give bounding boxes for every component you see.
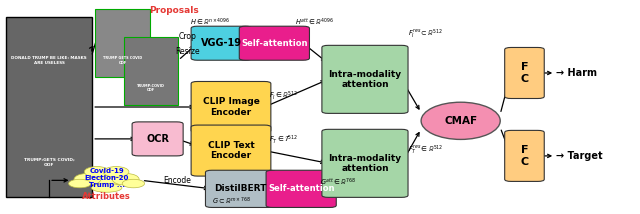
Ellipse shape — [421, 102, 500, 140]
Text: → Harm: → Harm — [556, 68, 597, 78]
Text: DONALD TRUMP BE LIKE: MASKS
ARE USELESS: DONALD TRUMP BE LIKE: MASKS ARE USELESS — [12, 56, 87, 65]
Text: Resize: Resize — [175, 47, 200, 56]
Text: $G \subset \mathbb{R}^{m\times768}$: $G \subset \mathbb{R}^{m\times768}$ — [212, 196, 251, 207]
Text: $F_T \in \mathcal{T}^{512}$: $F_T \in \mathcal{T}^{512}$ — [269, 133, 298, 146]
Text: $H \in \mathbb{R}^{n\times4096}$: $H \in \mathbb{R}^{n\times4096}$ — [189, 16, 230, 28]
FancyBboxPatch shape — [239, 26, 310, 60]
Text: → Target: → Target — [556, 151, 603, 161]
FancyBboxPatch shape — [95, 9, 150, 77]
Text: Proposals: Proposals — [148, 6, 198, 15]
Text: OCR: OCR — [146, 134, 169, 144]
Ellipse shape — [112, 173, 139, 185]
FancyBboxPatch shape — [205, 170, 276, 207]
FancyBboxPatch shape — [132, 122, 183, 156]
Text: $G^{att} \in \mathbb{R}^{768}$: $G^{att} \in \mathbb{R}^{768}$ — [320, 176, 356, 187]
Text: Self-attention: Self-attention — [268, 184, 335, 193]
FancyBboxPatch shape — [191, 125, 271, 176]
Text: Attributes: Attributes — [82, 192, 131, 201]
Ellipse shape — [68, 179, 91, 188]
FancyBboxPatch shape — [6, 17, 92, 197]
Text: CLIP Text
Encoder: CLIP Text Encoder — [207, 141, 254, 160]
Text: TRUMP GETS COVID
OOF: TRUMP GETS COVID OOF — [103, 56, 142, 65]
Ellipse shape — [88, 170, 125, 186]
FancyBboxPatch shape — [322, 129, 408, 197]
Text: Intra-modality
attention: Intra-modality attention — [328, 70, 401, 89]
Ellipse shape — [92, 183, 122, 192]
Text: Self-attention: Self-attention — [241, 39, 308, 48]
Text: VGG-19: VGG-19 — [201, 38, 242, 48]
Text: F
C: F C — [520, 145, 529, 167]
Text: F
C: F C — [520, 62, 529, 84]
Text: Covid-19
Election-20
Trump ...: Covid-19 Election-20 Trump ... — [84, 168, 129, 188]
Text: $H^{att} \in \mathbb{R}^{4096}$: $H^{att} \in \mathbb{R}^{4096}$ — [295, 16, 334, 27]
Text: TRUMP:GETS COVID;
OOF: TRUMP:GETS COVID; OOF — [24, 158, 74, 166]
FancyBboxPatch shape — [505, 130, 544, 181]
Text: CMAF: CMAF — [444, 116, 477, 126]
Text: TRUMP:COVID
OOF: TRUMP:COVID OOF — [138, 83, 165, 92]
Text: $F_I \in \mathbb{R}^{512}$: $F_I \in \mathbb{R}^{512}$ — [269, 89, 298, 102]
Text: Encode: Encode — [163, 176, 191, 185]
FancyBboxPatch shape — [124, 37, 179, 105]
Text: $F_T^{res} \in \mathbb{R}^{512}$: $F_T^{res} \in \mathbb{R}^{512}$ — [408, 144, 444, 157]
Text: Intra-modality
attention: Intra-modality attention — [328, 154, 401, 173]
Text: DistilBERT: DistilBERT — [214, 184, 267, 193]
Ellipse shape — [84, 166, 110, 177]
Text: Crop: Crop — [179, 32, 196, 41]
Text: $F_I^{res} \subset \mathbb{R}^{512}$: $F_I^{res} \subset \mathbb{R}^{512}$ — [408, 28, 444, 41]
Ellipse shape — [74, 173, 101, 185]
Ellipse shape — [104, 166, 129, 177]
FancyBboxPatch shape — [322, 45, 408, 113]
FancyBboxPatch shape — [191, 82, 271, 132]
Ellipse shape — [122, 179, 145, 188]
FancyBboxPatch shape — [191, 26, 252, 60]
Text: CLIP Image
Encoder: CLIP Image Encoder — [202, 97, 259, 117]
FancyBboxPatch shape — [266, 170, 336, 207]
FancyBboxPatch shape — [505, 48, 544, 98]
